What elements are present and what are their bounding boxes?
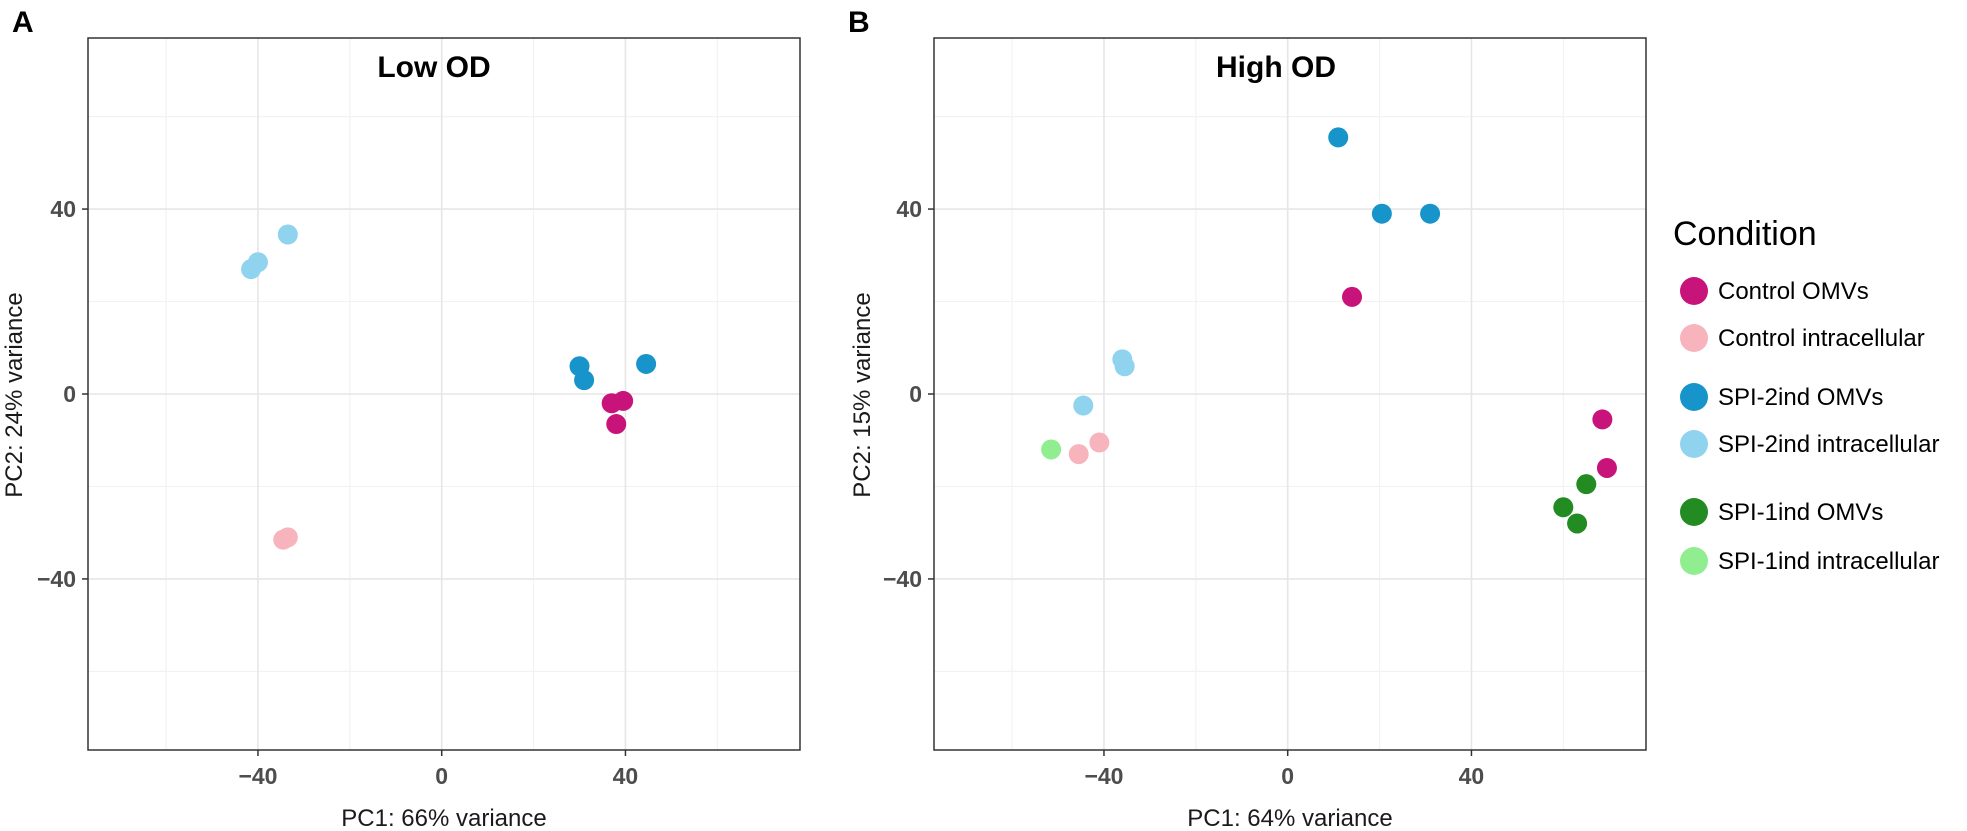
x-axis-title-b: PC1: 64% variance (1187, 805, 1392, 831)
x-tick-label-b: 40 (1459, 763, 1485, 789)
point-control-omv-a (606, 414, 627, 435)
point-spi2-omv-b (1420, 203, 1441, 224)
legend-title: Condition (1673, 215, 1817, 253)
point-spi1-omv-b (1576, 474, 1597, 495)
y-tick-label-a: 40 (50, 196, 76, 222)
point-spi2-intra-b (1114, 356, 1135, 377)
points-a (241, 224, 657, 550)
point-control-omv-b (1596, 457, 1617, 478)
panel-letter-b: B (848, 6, 870, 39)
x-axis-title-a: PC1: 66% variance (341, 805, 546, 831)
legend-label-spi2-omv: SPI-2ind OMVs (1718, 384, 1883, 411)
y-tick-label-b: −40 (883, 566, 922, 592)
legend-label-spi2-intra: SPI-2ind intracellular (1718, 431, 1939, 458)
x-tick-label-b: 0 (1281, 763, 1294, 789)
y-tick-label-a: −40 (37, 566, 76, 592)
legend-label-control-omv: Control OMVs (1718, 278, 1869, 305)
grid-b (934, 38, 1646, 750)
points-b (1041, 127, 1617, 534)
legend-label-spi1-intra: SPI-1ind intracellular (1718, 548, 1939, 575)
x-tick-label-a: 0 (435, 763, 448, 789)
point-spi1-intra-b (1041, 439, 1062, 460)
panel-letter-a: A (12, 6, 34, 39)
point-spi1-omv-b (1553, 497, 1574, 518)
panel-title-b: High OD (1216, 51, 1336, 84)
legend-items: Control OMVs Control intracellular SPI-2in… (1680, 277, 1939, 575)
y-tick-label-a: 0 (63, 381, 76, 407)
point-spi2-omv-b (1328, 127, 1349, 148)
point-control-omv-b (1592, 409, 1613, 430)
legend: Condition Control OMVs Control intracellu… (1673, 215, 1939, 575)
x-tick-label-a: −40 (238, 763, 277, 789)
ticks-a: −40 0 40 −40 0 40 (37, 196, 638, 789)
legend-key-spi2-omv (1680, 383, 1708, 411)
point-spi2-omv-a (636, 353, 657, 374)
legend-key-spi2-intra (1680, 430, 1708, 458)
y-tick-label-b: 40 (896, 196, 922, 222)
legend-key-spi1-intra (1680, 547, 1708, 575)
point-spi2-omv-a (574, 370, 595, 391)
point-control-omv-a (613, 390, 634, 411)
point-spi2-intra-a (277, 224, 298, 245)
point-spi1-omv-b (1567, 513, 1588, 534)
x-tick-label-a: 40 (613, 763, 639, 789)
legend-key-spi1-omv (1680, 498, 1708, 526)
point-spi2-omv-b (1371, 203, 1392, 224)
ticks-b: −40 0 40 −40 0 40 (883, 196, 1484, 789)
point-control-intra-b (1068, 444, 1089, 465)
point-control-intra-b (1089, 432, 1110, 453)
legend-key-control-omv (1680, 277, 1708, 305)
legend-label-spi1-omv: SPI-1ind OMVs (1718, 499, 1883, 526)
point-control-intra-a (277, 527, 298, 548)
point-spi2-intra-b (1073, 395, 1094, 416)
legend-key-control-intra (1680, 324, 1708, 352)
panel-title-a: Low OD (377, 51, 490, 84)
y-tick-label-b: 0 (909, 381, 922, 407)
point-spi2-intra-a (247, 252, 268, 273)
panel-b: B High OD −40 0 40 −40 0 40 PC1: 64% variance… (848, 6, 1647, 831)
y-axis-title-b: PC2: 15% variance (849, 292, 876, 497)
x-tick-label-b: −40 (1084, 763, 1123, 789)
legend-label-control-intra: Control intracellular (1718, 325, 1925, 352)
y-axis-title-a: PC2: 24% variance (1, 292, 28, 497)
point-control-omv-b (1342, 286, 1363, 307)
